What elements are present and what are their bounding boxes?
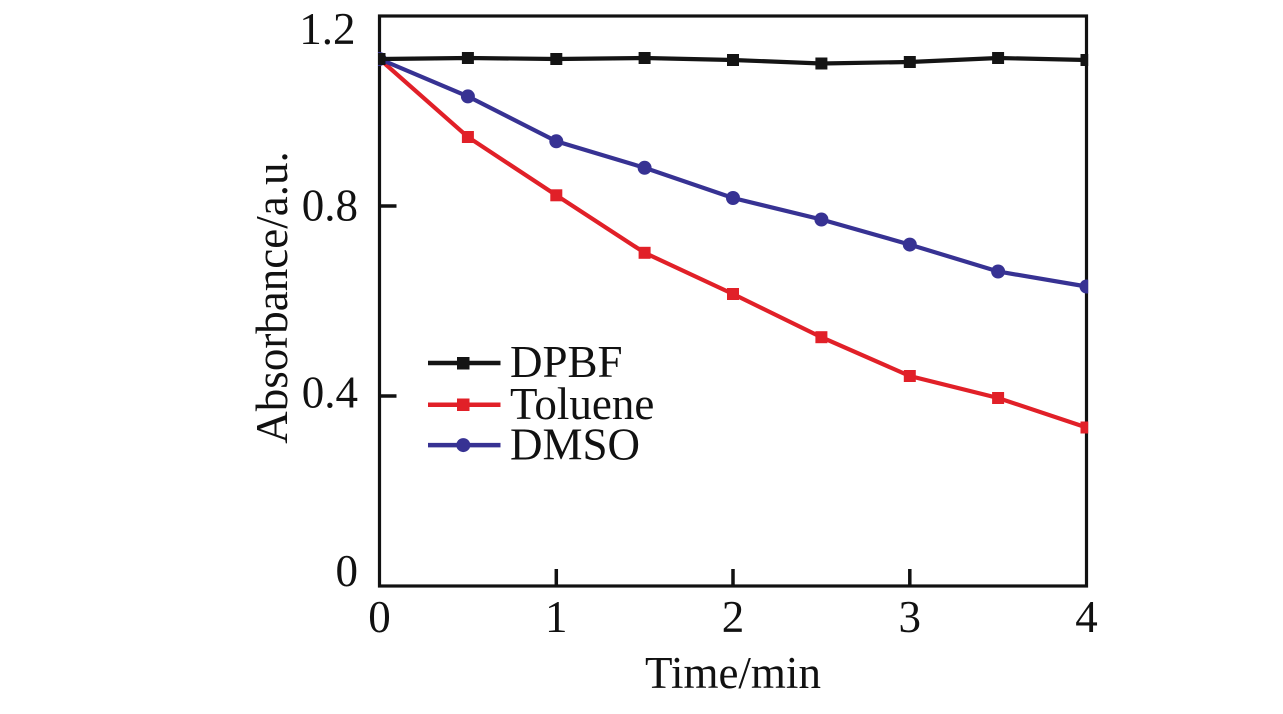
- svg-text:3: 3: [899, 592, 922, 642]
- svg-text:Time/min: Time/min: [645, 648, 821, 698]
- svg-text:4: 4: [1075, 592, 1098, 642]
- svg-text:1: 1: [545, 592, 568, 642]
- svg-text:Toluene: Toluene: [510, 379, 654, 429]
- svg-text:1.2: 1.2: [299, 4, 355, 54]
- svg-text:DPBF: DPBF: [510, 337, 623, 387]
- svg-text:0: 0: [336, 546, 359, 596]
- svg-text:0: 0: [368, 592, 391, 642]
- svg-text:Absorbance/a.u.: Absorbance/a.u.: [247, 151, 297, 443]
- svg-text:0.8: 0.8: [302, 181, 358, 231]
- svg-text:DMSO: DMSO: [510, 419, 640, 469]
- svg-text:0.4: 0.4: [302, 368, 358, 418]
- svg-text:2: 2: [722, 592, 745, 642]
